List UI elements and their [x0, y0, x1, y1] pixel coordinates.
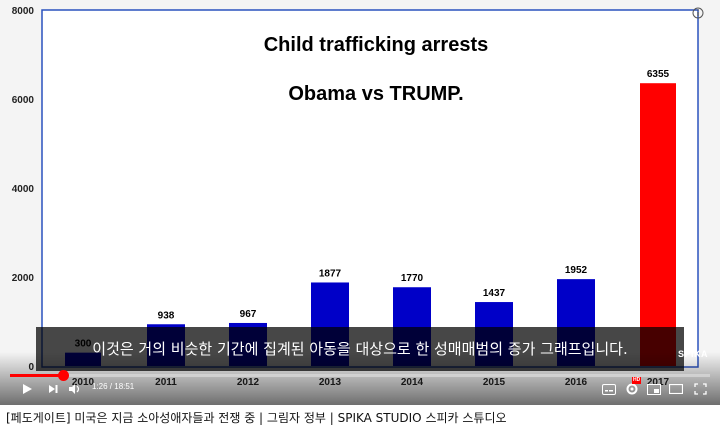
- next-icon: [49, 385, 58, 393]
- progress-fill: [10, 374, 64, 377]
- bar-value-label: 1437: [483, 288, 506, 299]
- bar-value-label: 938: [158, 310, 175, 321]
- settings-button[interactable]: HD: [624, 377, 642, 398]
- chart-title: Child trafficking arrests: [264, 34, 489, 56]
- theater-mode-button[interactable]: [668, 380, 684, 398]
- time-display: 1:26 / 18:51: [92, 382, 135, 391]
- bar-value-label: 1770: [401, 273, 424, 284]
- y-tick-label: 8000: [12, 6, 35, 17]
- play-icon: [23, 384, 32, 394]
- subtitles-icon: [602, 383, 616, 395]
- chart-subtitle: Obama vs TRUMP.: [288, 83, 463, 105]
- play-button[interactable]: [18, 380, 36, 398]
- next-button[interactable]: [44, 380, 62, 398]
- video-title: [페도게이트] 미국은 지금 소아성애자들과 전쟁 중 | 그림자 정부 | S…: [6, 411, 507, 425]
- volume-button[interactable]: [66, 380, 84, 398]
- gear-icon: [626, 383, 638, 395]
- y-tick-label: 4000: [12, 184, 35, 195]
- miniplayer-button[interactable]: [646, 380, 662, 398]
- progress-bar[interactable]: [10, 370, 710, 381]
- bar-value-label: 967: [240, 309, 257, 320]
- miniplayer-icon: [647, 383, 661, 395]
- bar-value-label: 6355: [647, 69, 670, 80]
- y-tick-label: 6000: [12, 95, 35, 106]
- bar-value-label: 1952: [565, 265, 588, 276]
- subtitles-button[interactable]: [602, 380, 616, 398]
- hd-badge: HD: [632, 377, 642, 384]
- fullscreen-icon: [693, 383, 707, 395]
- subtitle-caption: 이것은 거의 비슷한 기간에 집계된 아동을 대상으로 한 성매매범의 증가 그…: [36, 327, 684, 371]
- y-axis: 02000400060008000: [12, 6, 35, 373]
- y-tick-label: 2000: [12, 273, 35, 284]
- channel-watermark: SPIKA: [677, 349, 708, 359]
- volume-icon: [69, 384, 80, 394]
- bar-2017: [640, 83, 676, 366]
- chart-plot-area: [41, 9, 699, 368]
- info-icon[interactable]: [692, 7, 704, 19]
- fullscreen-button[interactable]: [692, 380, 708, 398]
- theater-icon: [669, 384, 683, 394]
- bar-value-label: 1877: [319, 268, 342, 279]
- video-player[interactable]: 02000400060008000 3002010938201196720121…: [0, 0, 720, 405]
- progress-handle[interactable]: [58, 370, 70, 381]
